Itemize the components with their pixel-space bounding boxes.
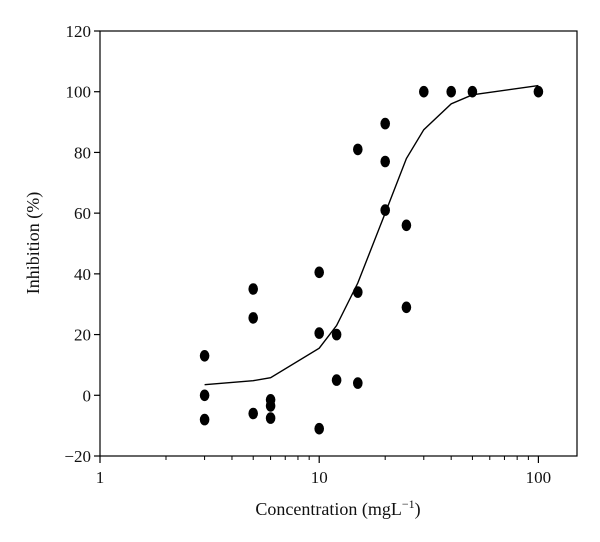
fit-curve (204, 84, 539, 386)
plot-frame (99, 30, 578, 457)
y-tick-label: 80 (74, 143, 91, 162)
y-tick-label: 20 (74, 326, 91, 345)
data-point (248, 407, 258, 420)
data-point (199, 350, 210, 362)
data-point (446, 85, 457, 98)
x-tick-label: 100 (526, 468, 552, 487)
y-axis-label: Inhibition (%) (23, 192, 44, 294)
x-tick-label: 1 (96, 468, 105, 487)
data-point (265, 412, 276, 424)
y-tick-label: 0 (83, 386, 92, 405)
data-point (401, 219, 412, 232)
data-point (353, 377, 363, 389)
y-tick-label: 60 (74, 204, 91, 223)
x-axis-label: Concentration (mgL−1) (255, 497, 420, 520)
data-point (314, 422, 325, 435)
data-point (331, 374, 342, 386)
data-point (248, 283, 258, 295)
y-tick-label: 100 (66, 83, 92, 102)
ticks (94, 30, 540, 463)
data-point (353, 143, 363, 156)
data-point (380, 204, 391, 216)
data-point (314, 327, 325, 339)
data-points (199, 85, 544, 435)
y-tick-label: 40 (74, 265, 91, 284)
data-point (199, 413, 210, 426)
y-tick-label: 120 (66, 22, 92, 41)
data-point (533, 85, 544, 98)
data-point (353, 286, 363, 298)
data-point (199, 389, 210, 402)
data-point (380, 117, 391, 130)
data-point (467, 85, 478, 98)
data-point (314, 266, 325, 279)
data-point (380, 155, 391, 168)
data-point (265, 400, 276, 412)
y-tick-label: −20 (64, 447, 91, 466)
x-tick-label: 10 (311, 468, 328, 487)
data-point (331, 328, 342, 341)
data-point (248, 312, 258, 324)
data-point (419, 85, 429, 98)
data-point (401, 301, 412, 314)
